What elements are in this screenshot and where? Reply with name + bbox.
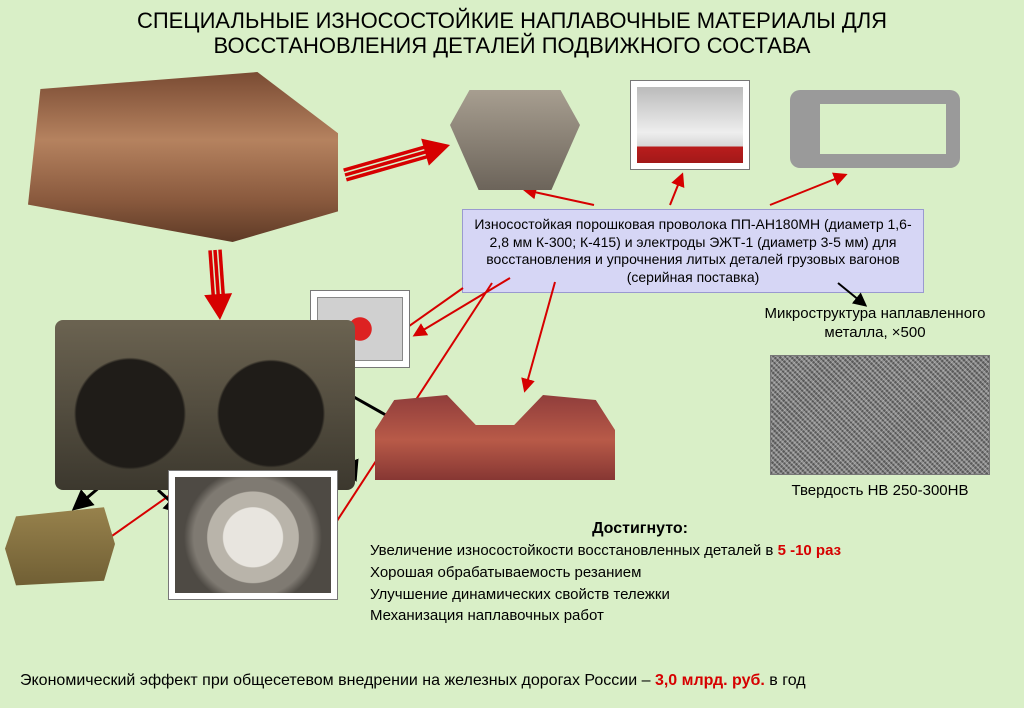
achieved-line1-red: 5 -10 раз: [778, 542, 842, 559]
image-part-top-2: [630, 80, 750, 170]
image-wagon: [28, 72, 338, 242]
image-part-low-1: [5, 498, 115, 590]
image-part-low-2: [168, 470, 338, 600]
achieved-body: Увеличение износостойкости восстановленн…: [370, 540, 990, 627]
achieved-line4: Механизация наплавочных работ: [370, 607, 604, 624]
callout-box: Износостойкая порошковая проволока ПП-АН…: [462, 209, 924, 293]
econ-red: 3,0 млрд. руб.: [655, 672, 765, 689]
image-micro: [770, 355, 990, 475]
achieved-line1-pre: Увеличение износостойкости восстановленн…: [370, 542, 778, 559]
achieved-header: Достигнуто:: [370, 520, 910, 538]
achieved-line2: Хорошая обрабатываемость резанием: [370, 564, 641, 581]
image-part-low-3: [375, 390, 615, 490]
image-part-top-3: [790, 90, 960, 168]
econ-post: в год: [765, 672, 806, 689]
image-bogie: [55, 320, 355, 490]
micro-label: Микроструктура наплавленного металла, ×5…: [740, 305, 1010, 343]
econ-pre: Экономический эффект при общесетевом вне…: [20, 672, 655, 689]
hardness-label: Твердость НВ 250-300НВ: [755, 482, 1005, 501]
page-title: СПЕЦИАЛЬНЫЕ ИЗНОСОСТОЙКИЕ НАПЛАВОЧНЫЕ МА…: [0, 8, 1024, 59]
image-part-top-1: [450, 90, 580, 190]
achieved-line3: Улучшение динамических свойств тележки: [370, 586, 670, 603]
economic-effect: Экономический эффект при общесетевом вне…: [20, 672, 1010, 690]
